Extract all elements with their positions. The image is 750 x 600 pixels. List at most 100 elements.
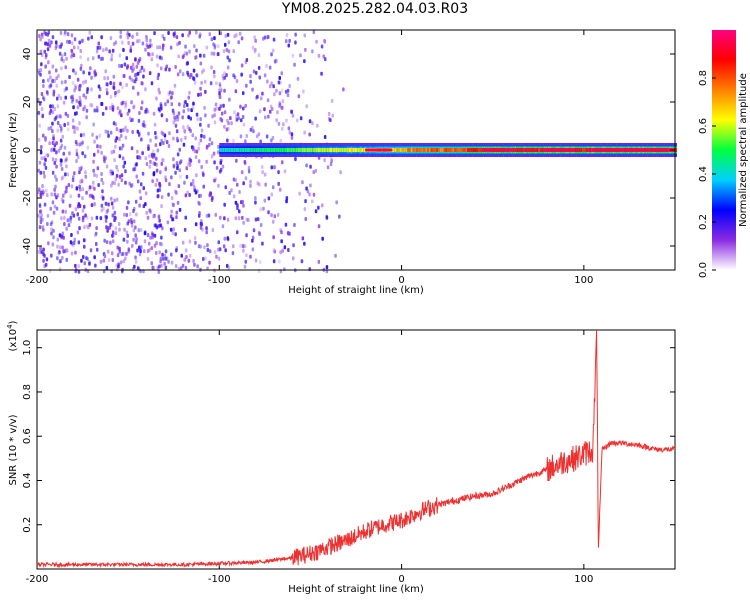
noise-cell	[114, 177, 117, 182]
noise-cell	[37, 213, 40, 218]
noise-cell	[202, 257, 205, 261]
noise-cell	[132, 85, 135, 90]
noise-cell	[76, 230, 80, 235]
noise-cell	[39, 68, 43, 73]
signal-cell	[450, 148, 453, 152]
noise-cell	[85, 256, 88, 261]
noise-cell	[155, 168, 159, 173]
noise-cell	[100, 177, 103, 182]
noise-cell	[295, 118, 299, 123]
noise-cell	[183, 128, 186, 133]
noise-cell	[130, 146, 134, 151]
noise-cell	[181, 33, 184, 38]
noise-cell	[95, 242, 98, 246]
noise-cell	[100, 35, 103, 40]
noise-cell	[136, 179, 140, 184]
noise-cell	[225, 73, 228, 78]
signal-cell	[532, 148, 535, 152]
noise-cell	[285, 118, 288, 123]
noise-cell	[222, 49, 226, 54]
noise-cell	[206, 243, 209, 248]
noise-cell	[48, 70, 51, 75]
signal-cell	[253, 148, 256, 152]
noise-cell	[113, 210, 117, 215]
noise-cell	[159, 256, 163, 261]
noise-cell	[210, 141, 214, 146]
signal-cell	[467, 148, 470, 152]
signal-cell	[534, 148, 537, 152]
signal-cell	[516, 148, 519, 152]
noise-cell	[264, 115, 267, 120]
noise-cell	[258, 75, 261, 80]
noise-cell	[139, 249, 142, 254]
noise-cell	[184, 100, 187, 104]
noise-cell	[70, 233, 73, 237]
noise-cell	[335, 200, 338, 205]
noise-cell	[195, 73, 198, 78]
noise-cell	[194, 222, 198, 227]
noise-cell	[138, 245, 141, 250]
noise-cell	[253, 35, 256, 40]
noise-cell	[153, 122, 157, 127]
noise-cell	[167, 31, 170, 35]
noise-cell	[309, 183, 312, 188]
noise-cell	[197, 92, 200, 97]
noise-cell	[152, 214, 155, 219]
noise-cell	[152, 149, 155, 154]
noise-cell	[134, 255, 137, 260]
noise-cell	[201, 171, 205, 176]
signal-cell	[423, 148, 426, 152]
noise-cell	[183, 180, 186, 185]
noise-cell	[249, 74, 252, 79]
noise-cell	[83, 204, 86, 209]
signal-cell	[543, 148, 546, 152]
noise-cell	[46, 222, 49, 226]
noise-cell	[219, 160, 222, 165]
noise-cell	[212, 70, 216, 74]
noise-cell	[182, 142, 186, 147]
noise-cell	[135, 162, 138, 167]
signal-cell	[536, 148, 539, 152]
noise-cell	[223, 75, 226, 80]
noise-cell	[214, 212, 217, 217]
noise-cell	[242, 220, 245, 225]
noise-cell	[78, 184, 81, 189]
signal-cell	[326, 148, 329, 152]
noise-cell	[122, 48, 125, 52]
noise-cell	[93, 186, 96, 191]
noise-cell	[247, 218, 250, 222]
noise-cell	[60, 66, 63, 71]
noise-cell	[137, 155, 141, 160]
noise-cell	[198, 213, 201, 218]
noise-cell	[131, 62, 135, 67]
noise-cell	[136, 149, 139, 154]
noise-cell	[146, 257, 150, 261]
noise-cell	[73, 45, 76, 50]
noise-cell	[51, 242, 55, 247]
noise-cell	[68, 203, 72, 208]
noise-cell	[254, 47, 257, 52]
signal-cell	[439, 148, 442, 152]
noise-cell	[145, 38, 148, 43]
noise-cell	[154, 182, 157, 187]
noise-cell	[192, 68, 196, 73]
noise-cell	[211, 195, 214, 200]
noise-cell	[118, 174, 122, 179]
noise-cell	[77, 269, 81, 274]
noise-cell	[111, 180, 114, 185]
noise-cell	[169, 45, 173, 50]
noise-cell	[123, 227, 126, 232]
noise-cell	[265, 63, 268, 68]
noise-cell	[160, 56, 163, 61]
noise-cell	[239, 134, 243, 139]
noise-cell	[148, 164, 152, 169]
noise-cell	[249, 183, 252, 188]
noise-cell	[126, 64, 129, 69]
noise-cell	[285, 39, 288, 44]
noise-cell	[144, 47, 147, 52]
noise-cell	[181, 72, 185, 77]
noise-cell	[264, 182, 267, 187]
noise-cell	[329, 162, 333, 167]
noise-cell	[271, 48, 275, 53]
noise-cell	[228, 58, 231, 63]
